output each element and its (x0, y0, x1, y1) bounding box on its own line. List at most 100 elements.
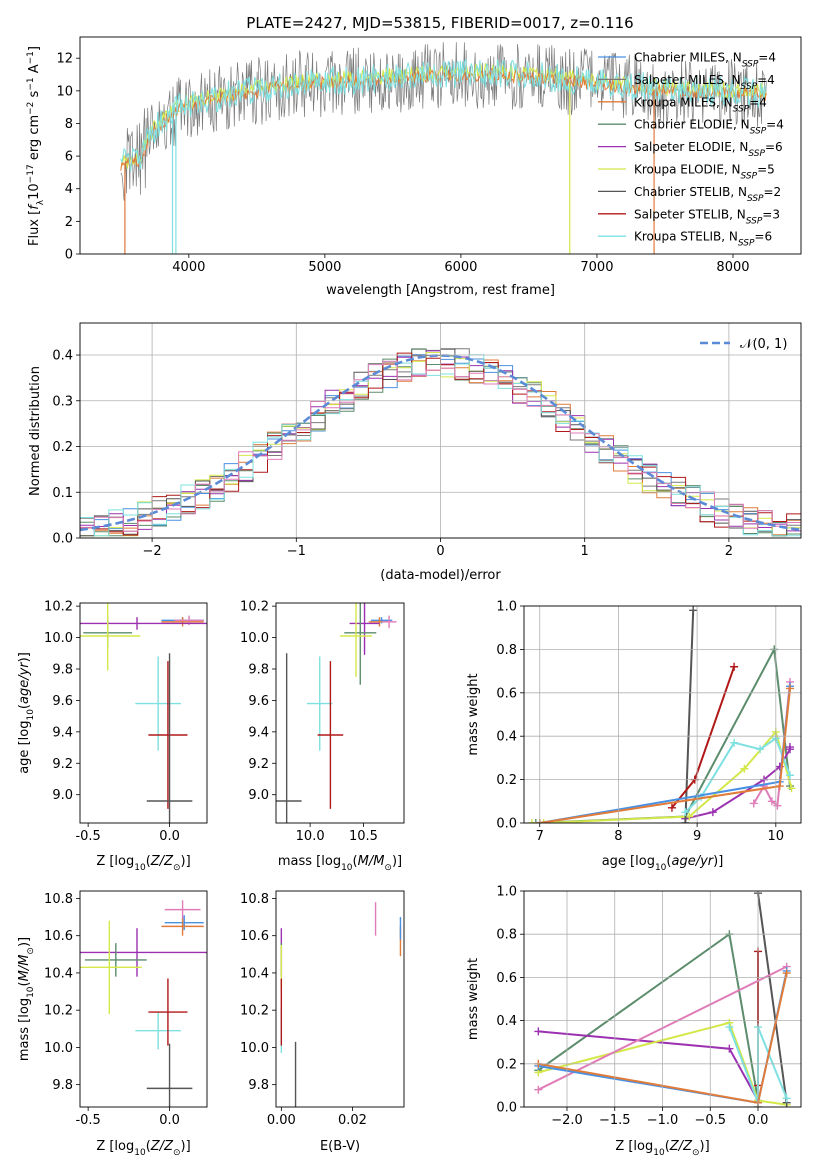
label-part: −2 (26, 102, 36, 115)
label-part: M/M (358, 854, 385, 869)
spectrum-model-line (120, 58, 767, 172)
legend-label: Salpeter STELIB, NSSP=3 (634, 207, 780, 226)
y-tick-label: 0.4 (496, 1014, 517, 1029)
label-part: Salpeter STELIB, N (634, 207, 746, 221)
mass_vs_EBV-plot-area (280, 902, 402, 1107)
series-marker (725, 1023, 734, 1032)
axes-frame (79, 890, 208, 1108)
y-tick-label: 9.8 (248, 663, 269, 678)
x-tick-label: −2 (143, 544, 162, 559)
mass_vs_EBV-xlabel: E(B-V) (320, 1139, 360, 1154)
y-tick-label: 9.0 (52, 788, 73, 803)
label-part: Kroupa STELIB, N (634, 230, 738, 244)
label-part: ⊙ (26, 947, 36, 955)
axes-frame (79, 322, 802, 539)
x-tick-label: 1 (581, 544, 589, 559)
label-part: A (27, 64, 42, 77)
y-tick-label: 9.2 (248, 757, 269, 772)
x-tick-label: −1.5 (599, 1113, 631, 1128)
series-marker (787, 784, 796, 793)
x-tick-label: 0.0 (159, 1113, 180, 1128)
x-tick-label: 0.0 (748, 1113, 769, 1128)
label-part: Salpeter ELODIE, N (634, 140, 748, 154)
label-part: ⊙ (692, 1148, 700, 1158)
label-part: age [log (17, 721, 32, 774)
y-tick-label: 0.2 (496, 773, 517, 788)
legend-label: Chabrier STELIB, NSSP=2 (634, 185, 781, 204)
label-part: f (27, 203, 42, 210)
series-marker (725, 1044, 734, 1053)
x-tick-label: 8 (614, 829, 622, 844)
y-tick-label: 10.8 (240, 892, 269, 907)
axes-frame (275, 602, 405, 824)
label-part: =2 (764, 185, 782, 199)
label-part: ] (27, 46, 42, 51)
label-part: Z [log (96, 854, 134, 869)
label-part: 10 (26, 709, 36, 721)
series-marker (730, 662, 739, 671)
y-tick-label: 9.8 (248, 1078, 269, 1093)
x-tick-label: 0.00 (267, 1113, 296, 1128)
label-part: =4 (757, 73, 775, 87)
panel-spectrum: 4000 5000 6000 7000 8000 0 2 4 6 8 10 12 wavelength … (26, 36, 802, 298)
figure-title: PLATE=2427, MJD=53815, FIBERID=0017, z=0… (246, 14, 633, 32)
legend-label: Kroupa MILES, NSSP=4 (634, 95, 767, 114)
mass_vs_Z-ylabel: mass [log10(M/M⊙)] (17, 937, 36, 1061)
label-part: erg cm (27, 115, 42, 164)
label-part: Z [log (615, 1139, 653, 1154)
series-marker (785, 771, 794, 780)
label-part: =6 (754, 230, 772, 244)
label-part: SSP (746, 216, 763, 226)
label-part: M/M (17, 955, 32, 982)
label-part: ( (353, 854, 358, 869)
y-tick-label: 0.3 (52, 394, 73, 409)
label-part: age/yr (671, 854, 714, 869)
y-tick-label: 0.6 (496, 971, 517, 986)
label-part: ⊙ (173, 863, 181, 873)
label-part: −17 (26, 164, 36, 183)
label-part: SSP (750, 127, 767, 137)
label-part: SSP (748, 149, 765, 159)
y-tick-label: 4 (65, 182, 73, 197)
y-tick-label: 9.8 (52, 663, 73, 678)
x-tick-label: -0.5 (75, 829, 100, 844)
spectrum-xlabel: wavelength [Angstrom, rest frame] (326, 283, 555, 298)
label-part: =6 (765, 140, 783, 154)
label-part: ( (665, 1139, 670, 1154)
label-part: 10 (134, 863, 146, 873)
label-part: s (27, 90, 42, 101)
y-tick-label: 0.1 (52, 486, 73, 501)
y-tick-label: 0.6 (496, 686, 517, 701)
series-marker (689, 606, 698, 615)
y-tick-label: 10.4 (44, 966, 73, 981)
x-tick-label: 7 (536, 829, 544, 844)
spectrum-ylabel: Flux [fλ10−17 erg cm−2 s−1 A−1] (26, 46, 46, 246)
y-tick-label: 10.2 (44, 600, 73, 615)
x-tick-label: 2 (725, 544, 733, 559)
label-part: 10 (134, 1148, 146, 1158)
panel-age_vs_mass: 10.0 10.5 9.0 9.2 9.4 9.6 9.8 10.0 10.2 mass [log… (240, 600, 405, 873)
label-part: 10 (655, 863, 667, 873)
series-marker (681, 819, 690, 823)
series-marker (527, 819, 536, 823)
y-tick-label: 10.0 (240, 1041, 269, 1056)
series-marker (782, 1094, 791, 1103)
label-part: ⊙ (173, 1148, 181, 1158)
y-tick-label: 10.0 (240, 631, 269, 646)
label-part: )] (181, 854, 191, 869)
axes-frame (523, 605, 802, 824)
y-tick-label: 0.2 (52, 440, 73, 455)
spectrum-plot-area (120, 42, 767, 254)
series-marker (740, 764, 749, 773)
y-tick-label: 9.2 (52, 757, 73, 772)
label-part: 10 (341, 863, 353, 873)
y-tick-label: 12 (56, 52, 73, 67)
label-part: )] (713, 854, 723, 869)
age_vs_mass-xlabel: mass [log10(M/M⊙)] (278, 854, 402, 873)
y-tick-label: 10.2 (240, 600, 269, 615)
label-part: mass [log (278, 854, 341, 869)
y-tick-label: 6 (65, 150, 73, 165)
series-line (757, 893, 788, 1103)
